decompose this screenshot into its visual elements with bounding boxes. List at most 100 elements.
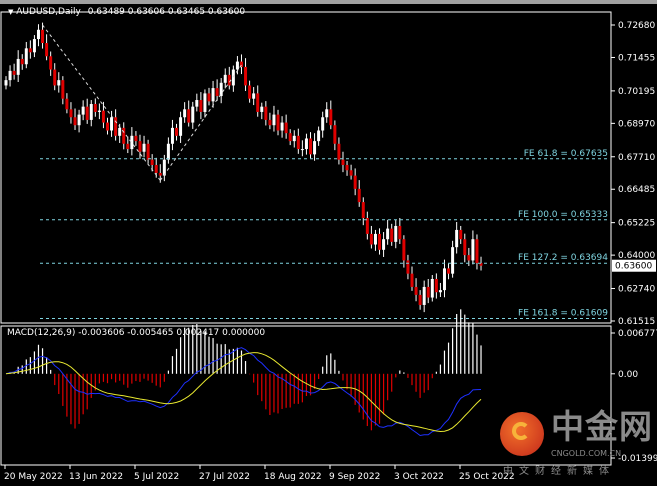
current-price-tag bbox=[612, 259, 656, 272]
bull-candle bbox=[142, 143, 146, 152]
bear-candle bbox=[215, 88, 219, 97]
current-price-label: 0.63600 bbox=[615, 262, 652, 272]
bear-candle bbox=[126, 143, 130, 150]
watermark-slogan: 中文财经新媒体 bbox=[503, 466, 615, 477]
bull-candle bbox=[313, 141, 317, 155]
bear-candle bbox=[398, 225, 402, 240]
bear-candle bbox=[369, 233, 373, 245]
bear-candle bbox=[284, 122, 288, 134]
bull-candle bbox=[300, 149, 304, 151]
bear-candle bbox=[227, 74, 231, 86]
bear-candle bbox=[61, 80, 65, 99]
bear-candle bbox=[410, 273, 414, 287]
chart-header: ▼ AUDUSD,Daily 0.63489 0.63606 0.63465 0… bbox=[8, 7, 245, 17]
y-tick-label: 0.72680 bbox=[618, 21, 655, 31]
bear-candle bbox=[93, 104, 97, 112]
y-tick-label: 0.67710 bbox=[618, 153, 655, 163]
bull-candle bbox=[77, 114, 81, 126]
bull-candle bbox=[325, 109, 329, 118]
bear-candle bbox=[390, 228, 394, 242]
y-tick-label: 0.61515 bbox=[618, 317, 655, 327]
fibo-level-label: FE 61.8 = 0.67635 bbox=[524, 149, 608, 159]
bear-candle bbox=[187, 109, 191, 123]
x-tick-label: 9 Sep 2022 bbox=[329, 472, 380, 482]
symbol-label: AUDUSD,Daily bbox=[16, 7, 81, 17]
bear-candle bbox=[402, 239, 406, 261]
bull-candle bbox=[203, 93, 207, 112]
bull-candle bbox=[183, 109, 187, 118]
bear-candle bbox=[333, 125, 337, 144]
bear-candle bbox=[264, 106, 268, 120]
bull-candle bbox=[110, 117, 114, 131]
bear-candle bbox=[447, 268, 451, 274]
bear-candle bbox=[329, 109, 333, 126]
bear-candle bbox=[134, 135, 138, 142]
y-tick-label: 0.64000 bbox=[618, 251, 655, 261]
bear-candle bbox=[49, 56, 53, 70]
bull-candle bbox=[130, 135, 134, 150]
bear-candle bbox=[85, 106, 89, 120]
bear-candle bbox=[20, 58, 24, 65]
bear-candle bbox=[463, 239, 467, 256]
bull-candle bbox=[438, 290, 442, 293]
fibo-trend-line bbox=[42, 24, 161, 181]
macd-histogram bbox=[9, 309, 482, 431]
x-tick-label: 20 May 2022 bbox=[4, 472, 63, 482]
bull-candle bbox=[252, 93, 256, 99]
bull-candle bbox=[321, 117, 325, 131]
bull-candle bbox=[191, 106, 195, 123]
bear-candle bbox=[114, 117, 118, 136]
macd-label: MACD(12,26,9) bbox=[7, 328, 76, 338]
y-tick-label: 0.68970 bbox=[618, 119, 655, 129]
bull-candle bbox=[89, 104, 93, 120]
watermark-domain: CNGOLD.COM.CN bbox=[551, 449, 622, 458]
x-tick-label: 25 Oct 2022 bbox=[459, 472, 515, 482]
candles bbox=[4, 22, 483, 313]
bull-candle bbox=[304, 138, 308, 150]
bear-candle bbox=[459, 229, 463, 240]
y-tick-label: 0.65225 bbox=[618, 219, 655, 229]
fibo-level-label: FE 100.0 = 0.65333 bbox=[518, 210, 608, 220]
x-tick-label: 27 Jul 2022 bbox=[199, 472, 250, 482]
bear-candle bbox=[414, 286, 418, 295]
bear-candle bbox=[101, 110, 105, 123]
bear-candle bbox=[349, 170, 353, 176]
y-tick-label: 0.62740 bbox=[618, 285, 655, 295]
bear-candle bbox=[53, 69, 57, 86]
bull-candle bbox=[430, 278, 434, 298]
bull-candle bbox=[24, 48, 28, 65]
bull-candle bbox=[211, 88, 215, 102]
bull-candle bbox=[471, 239, 475, 261]
bull-candle bbox=[442, 268, 446, 291]
bear-candle bbox=[45, 43, 49, 57]
bull-candle bbox=[292, 135, 296, 142]
bear-candle bbox=[244, 66, 248, 86]
bull-candle bbox=[195, 100, 199, 107]
macd-y-tick-label: -0.013991 bbox=[618, 454, 657, 464]
bull-candle bbox=[57, 80, 61, 86]
x-tick-label: 5 Jul 2022 bbox=[134, 472, 179, 482]
bear-candle bbox=[288, 133, 292, 142]
bear-candle bbox=[73, 117, 77, 126]
bear-candle bbox=[276, 114, 280, 131]
bull-candle bbox=[272, 114, 276, 126]
bear-candle bbox=[28, 48, 32, 53]
bear-candle bbox=[345, 164, 349, 171]
bear-candle bbox=[69, 109, 73, 118]
bear-candle bbox=[199, 100, 203, 112]
bull-candle bbox=[36, 29, 40, 40]
bull-candle bbox=[386, 228, 390, 240]
bull-candle bbox=[260, 106, 264, 112]
bear-candle bbox=[341, 159, 345, 165]
menu-triangle-icon[interactable]: ▼ bbox=[8, 8, 14, 16]
bear-candle bbox=[467, 255, 471, 261]
bear-candle bbox=[268, 119, 272, 126]
macd-values: -0.003606 -0.005465 0.002417 0.000000 bbox=[78, 328, 266, 338]
bear-candle bbox=[296, 135, 300, 150]
bull-candle bbox=[179, 117, 183, 136]
bear-candle bbox=[65, 98, 69, 110]
bull-candle bbox=[422, 286, 426, 305]
bear-candle bbox=[207, 93, 211, 102]
bull-candle bbox=[166, 143, 170, 160]
